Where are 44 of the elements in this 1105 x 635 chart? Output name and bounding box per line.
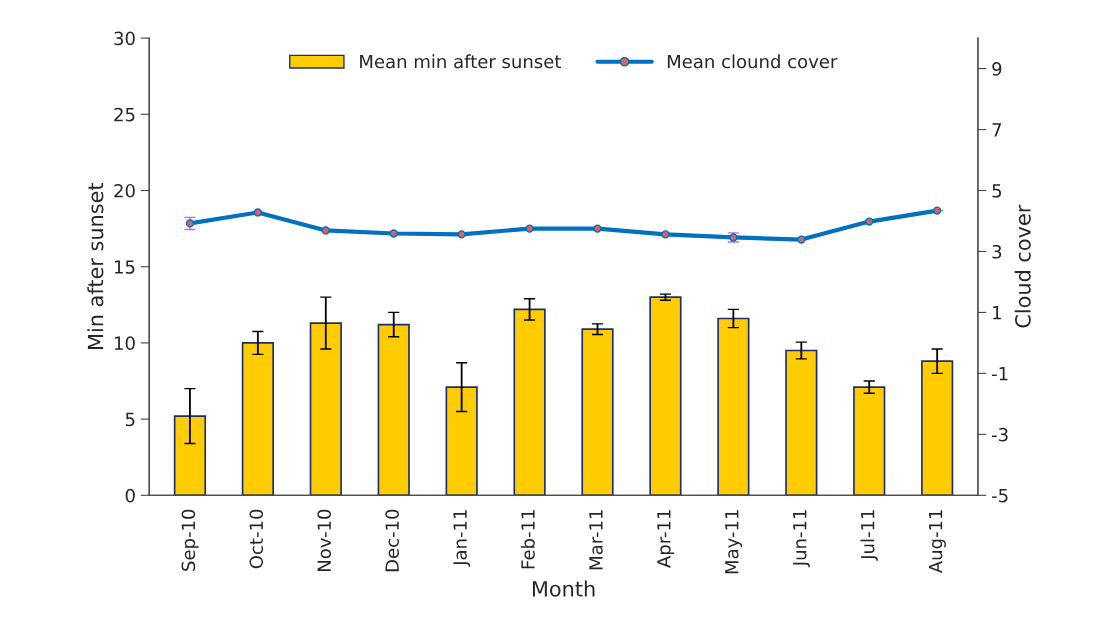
bar bbox=[241, 342, 274, 496]
bar bbox=[581, 328, 614, 496]
x-tick-label: Jun-11 bbox=[793, 510, 810, 568]
y2-tick-label: 9 bbox=[992, 62, 1002, 76]
bar bbox=[853, 386, 886, 496]
legend-label: Mean min after sunset bbox=[360, 54, 561, 69]
y2-axis-title: Cloud cover bbox=[1014, 204, 1031, 328]
x-tick-label: Sep-10 bbox=[181, 509, 199, 571]
bar bbox=[377, 323, 410, 496]
y-tick-label: 30 bbox=[114, 31, 135, 46]
x-tick-label: Mar-11 bbox=[589, 510, 603, 570]
y2-tick-label: 3 bbox=[992, 244, 1002, 259]
legend-label: Mean clound cover bbox=[667, 54, 838, 69]
x-tick-label: May-11 bbox=[725, 510, 743, 574]
y2-tick-label: 7 bbox=[992, 123, 1002, 137]
x-tick-label: Apr-11 bbox=[657, 510, 675, 568]
bar bbox=[649, 296, 682, 496]
bar bbox=[173, 415, 207, 496]
x-tick-label: Jan-11 bbox=[453, 510, 471, 567]
y2-tick-label: -5 bbox=[992, 489, 1008, 503]
x-tick-label: Feb-11 bbox=[520, 510, 535, 569]
bar bbox=[513, 308, 546, 496]
y2-tick-label: 1 bbox=[993, 306, 1001, 320]
x-tick-label: Jul-11 bbox=[860, 510, 878, 561]
y-tick-label: 5 bbox=[125, 412, 135, 427]
bar bbox=[309, 322, 342, 496]
bar bbox=[921, 360, 954, 496]
y2-tick-label: -3 bbox=[992, 427, 1008, 442]
y-tick-label: 10 bbox=[114, 336, 135, 351]
y-axis-title: Min after sunset bbox=[87, 182, 104, 349]
y-tick-label: 25 bbox=[114, 107, 135, 122]
bar bbox=[785, 349, 818, 496]
x-tick-label: Aug-11 bbox=[928, 510, 946, 574]
x-axis-title: Month bbox=[532, 580, 595, 597]
x-tick-label: Nov-10 bbox=[317, 509, 332, 571]
bar bbox=[717, 317, 750, 496]
y-tick-label: 0 bbox=[125, 488, 135, 503]
bar bbox=[445, 386, 478, 496]
x-tick-label: Dec-10 bbox=[385, 509, 399, 572]
x-tick-label: Oct-10 bbox=[249, 509, 264, 569]
y2-tick-label: 5 bbox=[992, 184, 1002, 198]
y-tick-label: 15 bbox=[114, 260, 135, 274]
y2-tick-label: -1 bbox=[992, 367, 1008, 381]
y-tick-label: 20 bbox=[114, 183, 135, 198]
